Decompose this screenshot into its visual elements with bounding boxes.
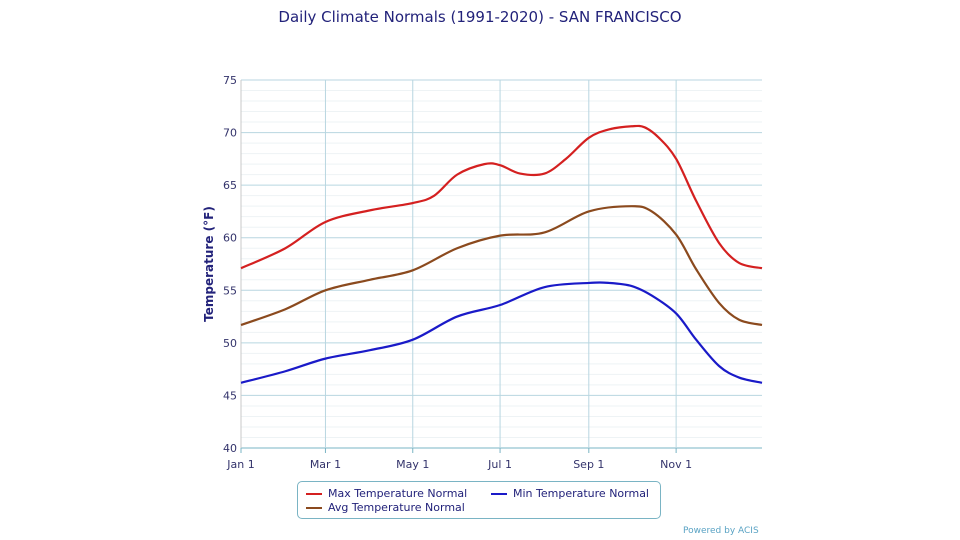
plot-background — [241, 80, 762, 448]
y-tick-label: 75 — [223, 74, 237, 87]
series-line-max — [240, 124, 763, 270]
x-tick-label: Mar 1 — [310, 458, 341, 471]
x-tick-label: Jul 1 — [487, 458, 512, 471]
legend-label-avg: Avg Temperature Normal — [328, 501, 465, 514]
x-tick-label: Sep 1 — [573, 458, 604, 471]
legend-item-avg[interactable]: Avg Temperature Normal — [306, 501, 465, 514]
y-tick-label: 40 — [223, 442, 237, 455]
x-tick-label: Jan 1 — [226, 458, 254, 471]
legend-swatch-avg — [306, 506, 322, 509]
y-tick-label: 60 — [223, 232, 237, 245]
legend-item-min[interactable]: Min Temperature Normal — [491, 487, 649, 500]
legend-item-max[interactable]: Max Temperature Normal — [306, 487, 467, 500]
legend-swatch-max — [306, 492, 322, 495]
y-tick-label: 50 — [223, 337, 237, 350]
y-tick-label: 45 — [223, 389, 237, 402]
y-tick-label: 55 — [223, 284, 237, 297]
powered-by-link[interactable]: Powered by ACIS — [683, 526, 759, 536]
y-axis-label: Temperature (°F) — [202, 206, 216, 322]
y-tick-label: 65 — [223, 179, 237, 192]
series-line-min — [240, 281, 763, 384]
legend-label-max: Max Temperature Normal — [328, 487, 468, 500]
x-tick-label: Nov 1 — [660, 458, 692, 471]
series-line-avg — [240, 205, 763, 327]
x-tick-label: May 1 — [396, 458, 429, 471]
legend-label-min: Min Temperature Normal — [513, 487, 649, 500]
y-tick-label: 70 — [223, 127, 237, 140]
chart-title: Daily Climate Normals (1991-2020) - SAN … — [278, 8, 682, 26]
legend: Max Temperature Normal Min Temperature N… — [297, 481, 661, 519]
legend-swatch-min — [491, 492, 507, 495]
